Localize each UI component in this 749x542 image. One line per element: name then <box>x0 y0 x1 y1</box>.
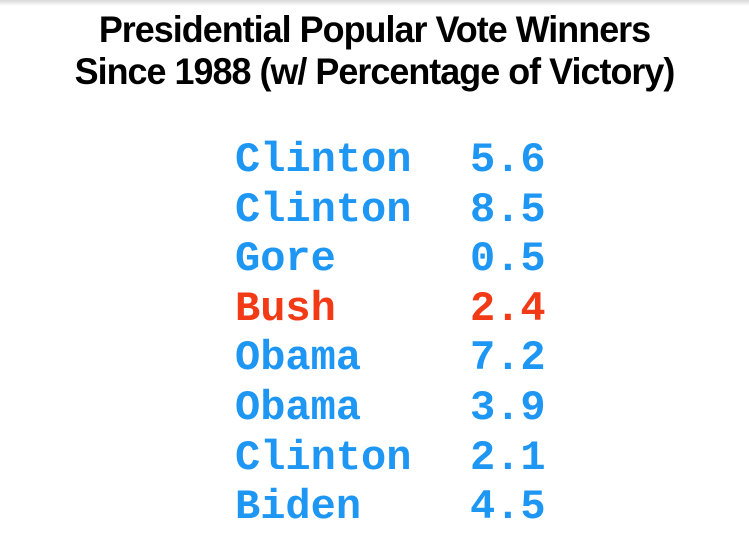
table-row: Clinton 2.1 <box>235 434 546 484</box>
winner-name: Clinton <box>235 433 412 482</box>
winner-name: Biden <box>235 483 362 532</box>
victory-margin: 4.5 <box>470 483 546 532</box>
winner-name: Gore <box>235 235 336 284</box>
table-row: Obama 7.2 <box>235 334 546 384</box>
victory-margin: 2.4 <box>470 284 546 333</box>
top-edge-shadow <box>0 0 749 6</box>
page-title: Presidential Popular Vote Winners Since … <box>11 9 738 93</box>
title-line-1: Presidential Popular Vote Winners <box>98 9 651 50</box>
winner-name: Clinton <box>235 136 412 184</box>
table-row: Clinton 5.6 <box>235 136 546 186</box>
table-row: Biden 4.5 <box>235 483 546 533</box>
winner-name: Clinton <box>235 185 412 234</box>
table-row: Obama 3.9 <box>235 384 546 434</box>
victory-margin: 0.5 <box>470 235 546 284</box>
victory-margin: 8.5 <box>470 185 546 234</box>
victory-margin: 5.6 <box>470 136 546 184</box>
winner-name: Obama <box>235 334 362 383</box>
table-row: Bush 2.4 <box>235 285 546 335</box>
winner-name: Obama <box>235 383 362 432</box>
victory-margin: 3.9 <box>470 383 546 432</box>
victory-margin: 2.1 <box>470 433 546 482</box>
winners-table: Clinton 5.6 Clinton 8.5 Gore 0.5 Bush 2.4 Obama 7… <box>235 136 546 533</box>
title-line-2: Since 1988 (w/ Percentage of Victory) <box>74 51 676 92</box>
winner-name: Bush <box>235 284 336 333</box>
table-row: Clinton 8.5 <box>235 186 546 236</box>
table-row: Gore 0.5 <box>235 235 546 285</box>
victory-margin: 7.2 <box>470 334 546 383</box>
